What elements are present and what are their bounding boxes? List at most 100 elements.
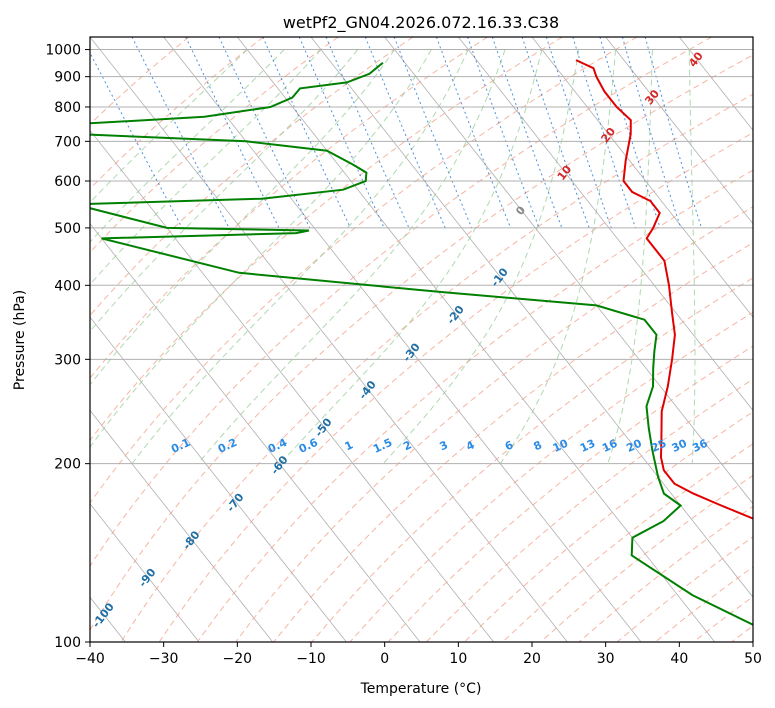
isotherm-line [90,409,274,642]
moist-adiabat-line [90,49,285,243]
moist-adiabat-line [90,49,248,204]
x-tick-label: 10 [449,651,467,667]
isotherm-line [237,37,716,642]
mixing-ratio-label: 0.6 [297,436,320,456]
isotherm-line [90,37,568,642]
dry-adiabat-line [349,311,753,642]
dry-adiabat-line [425,378,753,642]
mixing-ratio-line [435,37,512,229]
mixing-ratio-label: 13 [578,437,597,455]
isotherm-line [163,37,642,642]
isotherm-line [90,129,495,642]
mixing-ratio-line [90,51,183,229]
mixing-ratio-label: 36 [690,437,710,455]
x-axis-label: Temperature (°C) [360,681,482,697]
plot-frame [89,36,754,643]
mixing-ratio-line [644,37,702,229]
x-tick-label: 30 [597,651,615,667]
mixing-ratio-label: 16 [600,437,620,455]
mixing-ratio-line [491,37,563,229]
isotherm-line [605,37,753,225]
mixing-ratio-line [572,37,637,229]
isotherm-line [90,316,347,642]
dry-adiabat-line [90,37,264,190]
mixing-ratio-label: 30 [670,437,690,455]
dry-adiabat-line [196,169,753,642]
isotherm-line [531,37,753,318]
mixing-ratio-line [545,37,612,229]
dry-adiabat-line [464,411,753,642]
dry-adiabat-line [90,37,414,317]
y-tick-label: 700 [54,134,81,150]
dry-adiabat-line [158,132,753,642]
y-tick-label: 600 [54,174,81,190]
dry-adiabat-line [502,443,753,642]
dry-adiabat-line [90,37,488,379]
mixing-ratio-label: 1.5 [371,436,394,456]
background-line-labels: 0.1 0.2 0.4 0.6 1 1.5 2 3 4 6 8 10 13 16 20 25 30 36-100-… [90,49,710,630]
x-tick-label: −20 [223,651,253,667]
dry-adiabat-line [90,37,190,125]
x-tick-label: −40 [75,651,105,667]
isotherm-label: 30 [642,87,662,107]
isotherm-line [458,37,753,412]
x-tick-label: 0 [380,651,389,667]
mixing-ratio-label: 25 [649,437,668,455]
y-tick-label: 1000 [45,43,81,59]
x-axis-ticks: −40 −30 −20 −10 0 10 20 30 40 50 [75,642,762,667]
x-tick-label: 20 [523,651,541,667]
dry-adiabat-line [273,242,753,642]
mixing-ratio-label: 1 [343,438,355,453]
y-tick-label: 300 [54,352,81,368]
dry-adiabat-line [90,54,753,632]
y-tick-label: 900 [54,70,81,86]
background-lines [90,37,753,642]
mixing-ratio-label: 0.4 [266,436,289,456]
moist-adiabat-line [688,49,696,464]
mixing-ratio-line [325,37,410,229]
y-tick-label: 100 [54,635,81,651]
dry-adiabat-line [120,93,753,642]
mixing-ratio-line [131,37,230,229]
mixing-ratio-line [185,37,280,229]
mixing-ratio-label: 0.2 [216,436,239,456]
x-tick-label: 50 [744,651,762,667]
isotherm-label: -90 [136,566,159,590]
moist-adiabat-line [90,49,322,286]
dewpoint-profile-line [90,62,753,626]
y-tick-label: 400 [54,278,81,294]
dry-adiabat-line [654,566,753,642]
y-tick-label: 200 [54,457,81,473]
mixing-ratio-label: 20 [624,437,644,455]
isotherm-line [90,223,421,642]
mixing-ratio-line [218,37,311,229]
mixing-ratio-line [262,37,351,229]
x-tick-label: −30 [149,651,179,667]
chart-title: wetPf2_GN04.2026.072.16.33.C38 [283,13,559,33]
isotherm-line [752,37,753,38]
isotherm-line [90,503,200,642]
dry-adiabat-line [311,277,753,642]
isotherm-line [384,37,753,505]
isotherm-label: 0 [513,203,528,217]
mixing-ratio-line [599,37,661,229]
y-axis-ticks: 1000 900 800 700 600 500 400 300 200 100 [45,43,90,651]
mixing-ratio-line [521,37,590,229]
mixing-ratio-label: 10 [551,437,571,455]
isotherm-label: -40 [356,378,379,402]
isotherm-line [310,37,753,598]
moist-adiabat-line [131,49,469,465]
mixing-ratio-label: 8 [532,438,544,453]
mixing-ratio-label: 4 [464,438,477,453]
profile-series [90,59,753,626]
y-axis-label: Pressure (hPa) [12,290,28,390]
mixing-ratio-line [621,37,682,229]
y-tick-label: 800 [54,100,81,116]
dry-adiabat-line [90,37,712,567]
mixing-ratio-label: 3 [438,438,450,453]
mixing-ratio-line [298,37,385,229]
mixing-ratio-line [364,37,446,229]
temperature-profile-line [575,59,753,520]
x-tick-label: 40 [670,651,688,667]
